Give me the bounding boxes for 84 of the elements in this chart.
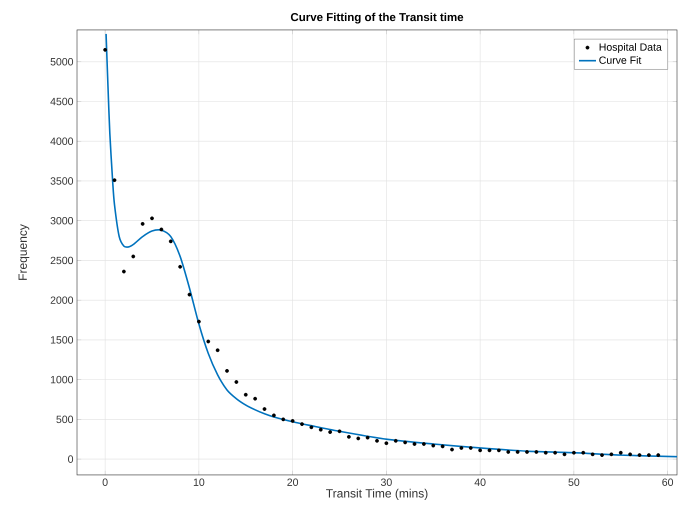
point — [431, 444, 436, 448]
point — [318, 428, 323, 432]
point — [346, 434, 351, 439]
x-tick-label: 20 — [287, 478, 298, 486]
point — [525, 450, 529, 454]
point — [384, 441, 388, 446]
point — [262, 407, 266, 411]
y-tick-label: 0 — [68, 455, 74, 463]
point — [168, 239, 173, 244]
point — [544, 450, 548, 455]
point — [366, 436, 370, 440]
point — [468, 446, 473, 450]
point — [581, 450, 586, 455]
point — [516, 450, 520, 454]
point — [488, 448, 492, 452]
point — [459, 446, 464, 450]
y-tick-label: 3500 — [50, 177, 74, 185]
point — [422, 442, 426, 446]
point — [244, 392, 248, 397]
point — [590, 452, 595, 456]
point — [196, 320, 201, 324]
point — [131, 254, 136, 258]
point — [178, 264, 182, 269]
y-axis-title: Frequency — [18, 224, 30, 280]
point — [159, 228, 164, 232]
line-series — [105, 33, 678, 458]
point — [328, 430, 332, 434]
y-tick-label: 1500 — [50, 336, 74, 344]
x-tick-label: 10 — [194, 478, 204, 486]
point — [338, 429, 342, 434]
point — [562, 452, 566, 456]
point — [600, 453, 604, 458]
point — [140, 222, 145, 226]
point — [103, 48, 108, 52]
point — [272, 413, 276, 418]
point — [646, 453, 651, 458]
point — [206, 340, 210, 344]
x-tick-label: 60 — [662, 478, 674, 486]
point — [225, 368, 229, 373]
legend-label: Curve Fit — [599, 56, 642, 64]
point — [440, 444, 445, 448]
point — [618, 450, 623, 455]
point — [253, 396, 258, 401]
point — [375, 438, 379, 443]
point — [534, 450, 538, 454]
point — [394, 438, 398, 443]
y-tick-label: 1000 — [50, 376, 74, 384]
point — [234, 380, 238, 384]
y-tick-label: 2500 — [50, 256, 74, 264]
point — [572, 450, 576, 455]
y-tick-label: 500 — [56, 416, 74, 424]
y-tick-label: 5000 — [50, 58, 74, 66]
point — [122, 270, 126, 274]
legend-label: Hospital Data — [600, 43, 662, 53]
point — [553, 450, 558, 455]
point — [478, 448, 482, 452]
point — [628, 452, 632, 456]
point — [450, 448, 454, 452]
point — [656, 453, 660, 458]
point — [506, 450, 510, 454]
point — [496, 448, 501, 452]
x-axis-title: Transit Time (mins) — [326, 488, 428, 500]
point — [281, 417, 286, 422]
point — [188, 292, 192, 296]
point — [300, 422, 304, 426]
y-tick-label: 3000 — [50, 216, 74, 224]
x-tick-label: 50 — [568, 478, 580, 486]
x-tick-label: 40 — [474, 478, 486, 486]
point — [609, 452, 614, 456]
point — [638, 453, 642, 458]
chart-title: Curve Fitting of the Transit time — [290, 12, 464, 24]
point — [412, 442, 416, 446]
point — [403, 440, 408, 444]
point — [356, 436, 360, 440]
x-tick-label: 0 — [102, 478, 108, 486]
y-tick-label: 4000 — [50, 138, 74, 145]
y-tick-label: 4500 — [50, 98, 74, 106]
point — [290, 419, 295, 423]
x-tick-label: 30 — [380, 478, 392, 486]
point — [216, 348, 220, 352]
point — [150, 216, 154, 220]
y-tick-label: 2000 — [50, 296, 74, 304]
point — [112, 178, 116, 182]
point — [309, 425, 314, 430]
